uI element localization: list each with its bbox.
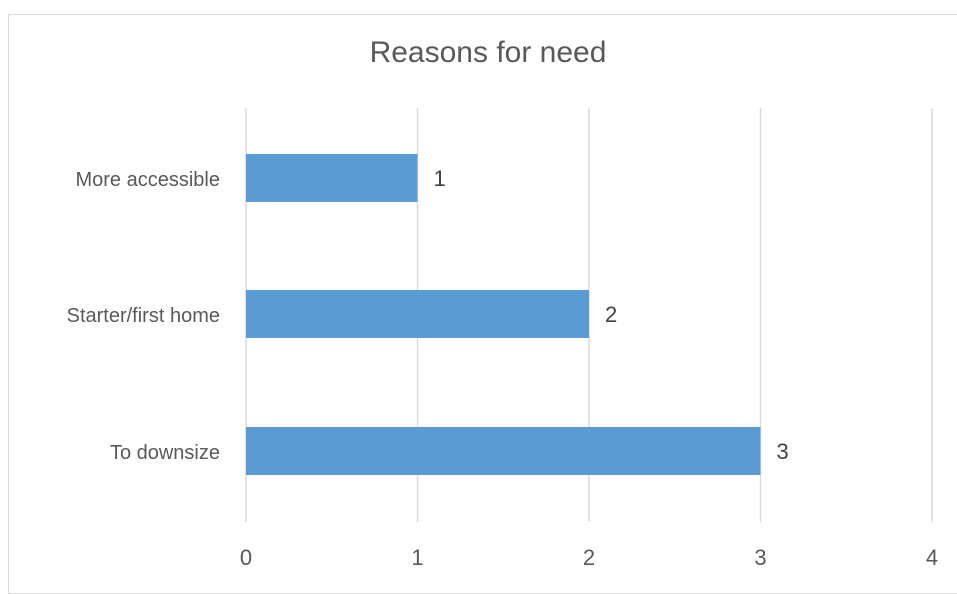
data-label: 3 — [777, 439, 789, 464]
category-label: Starter/first home — [67, 305, 220, 327]
data-labels: 1 2 3 — [434, 166, 789, 464]
bars — [246, 154, 761, 475]
chart-title: Reasons for need — [369, 36, 607, 69]
x-tick-label: 2 — [583, 545, 595, 570]
x-tick-label: 3 — [754, 545, 766, 570]
data-label: 2 — [605, 302, 617, 327]
bar-chart: 1 2 3 More accessible Starter/first home To … — [67, 108, 938, 570]
x-tick-label: 4 — [926, 545, 938, 570]
bar — [246, 427, 761, 475]
category-label: To downsize — [110, 442, 220, 464]
category-labels: More accessible Starter/first home To down… — [67, 169, 220, 464]
x-tick-labels: 0 1 2 3 4 — [240, 545, 938, 570]
x-tick-label: 1 — [411, 545, 423, 570]
bar — [246, 154, 418, 202]
data-label: 1 — [434, 166, 446, 191]
x-tick-label: 0 — [240, 545, 252, 570]
category-label: More accessible — [75, 169, 220, 191]
bar — [246, 290, 589, 338]
